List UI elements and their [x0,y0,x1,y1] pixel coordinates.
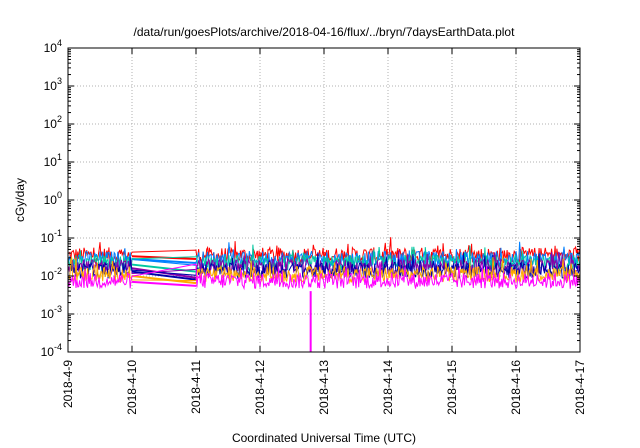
y-axis-label: cGy/day [13,178,27,222]
x-tick-label: 2018-4-11 [189,360,203,414]
y-tick-label: 102 [44,114,62,131]
chart-title: /data/run/goesPlots/archive/2018-04-16/f… [134,25,516,39]
data-series [67,237,581,352]
tick-marks [67,47,581,353]
x-tick-label: 2018-4-14 [381,360,395,415]
y-tick-label: 10-3 [41,304,62,321]
y-tick-labels: 10-4 10-3 10-2 10-1 100 101 102 103 104 [41,38,62,359]
x-tick-label: 2018-4-10 [125,360,139,415]
gap-connector [131,275,197,285]
x-tick-label: 2018-4-15 [445,360,459,415]
gap-connector [131,270,197,281]
x-tick-label: 2018-4-9 [61,360,75,408]
x-tick-label: 2018-4-12 [253,360,267,415]
x-tick-label: 2018-4-16 [509,360,523,415]
x-tick-labels: 2018-4-9 2018-4-10 2018-4-11 2018-4-12 2018-… [61,360,587,415]
x-tick-label: 2018-4-17 [573,360,587,415]
x-tick-label: 2018-4-13 [317,360,331,415]
y-tick-label: 103 [44,76,62,93]
y-tick-label: 10-4 [41,342,62,359]
y-tick-label: 10-2 [41,266,62,283]
y-tick-label: 100 [44,190,62,207]
y-tick-label: 101 [44,152,62,169]
gap-connector [131,280,197,287]
y-tick-label: 10-1 [41,228,62,245]
series-line [67,244,581,273]
gap-connector [131,258,197,264]
grid-lines [68,48,580,352]
y-tick-label: 104 [44,38,62,55]
x-axis-label: Coordinated Universal Time (UTC) [232,431,416,445]
series-line [67,262,581,291]
